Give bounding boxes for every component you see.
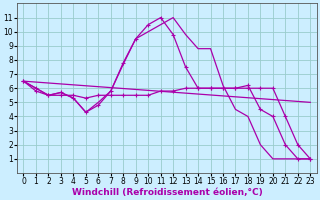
X-axis label: Windchill (Refroidissement éolien,°C): Windchill (Refroidissement éolien,°C)	[72, 188, 262, 197]
